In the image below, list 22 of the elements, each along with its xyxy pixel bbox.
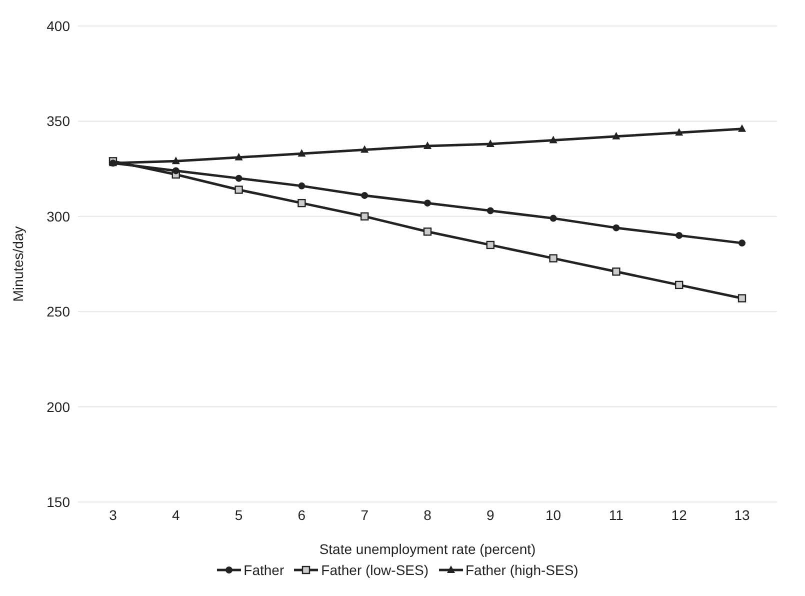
x-tick-label: 7 [360, 506, 369, 523]
y-axis-title: Minutes/day [10, 226, 26, 302]
x-tick-label: 13 [734, 506, 750, 523]
x-tick-label: 3 [109, 506, 118, 523]
y-tick-label: 350 [46, 113, 70, 130]
x-tick-label: 9 [486, 506, 494, 523]
x-tick-label: 4 [172, 506, 180, 523]
y-tick-label: 200 [46, 398, 70, 415]
y-tick-label: 150 [46, 494, 70, 510]
y-tick-label: 250 [46, 304, 70, 320]
x-tick-label: 6 [298, 506, 306, 523]
legend-label: Father (low-SES) [320, 562, 428, 578]
y-tick-label: 300 [46, 208, 70, 224]
legend-label: Father [242, 562, 284, 578]
y-tick-label: 400 [46, 18, 70, 34]
legend-label: Father (high-SES) [464, 562, 578, 578]
x-tick-label: 8 [424, 506, 432, 523]
x-tick-label: 5 [234, 506, 243, 523]
x-tick-label: 11 [608, 506, 624, 523]
x-tick-label: 12 [671, 506, 688, 523]
x-tick-label: 10 [546, 506, 562, 523]
x-axis-title: State unemployment rate (percent) [319, 541, 536, 557]
